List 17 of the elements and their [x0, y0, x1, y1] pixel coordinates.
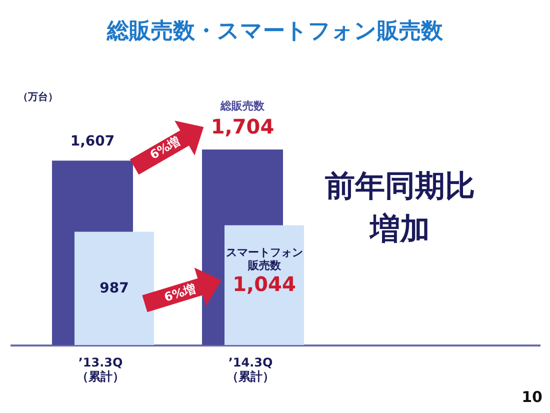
text: 10 — [522, 388, 542, 406]
data-label: 1,607 — [70, 134, 115, 150]
bar — [74, 232, 154, 345]
annotation: 6%増 — [162, 282, 198, 304]
y-axis-title: （万台） — [18, 91, 58, 103]
bar — [224, 225, 304, 345]
annotation: 前年同期比 — [325, 169, 475, 204]
text: 総販売数 — [220, 100, 266, 113]
data-label: 1,704 — [210, 114, 274, 139]
chart-title: 総販売数・スマートフォン販売数 — [106, 19, 444, 44]
data-label: 987 — [100, 280, 129, 296]
series-label: スマートフォン販売数 — [226, 246, 303, 272]
data-label: 1,044 — [232, 272, 296, 296]
x-tick-label: ’14.3Q （累計） — [226, 356, 274, 384]
text: 増加 — [369, 212, 430, 247]
x-tick-label: ’13.3Q （累計） — [76, 356, 124, 384]
annotation: 6%増 — [147, 134, 183, 162]
